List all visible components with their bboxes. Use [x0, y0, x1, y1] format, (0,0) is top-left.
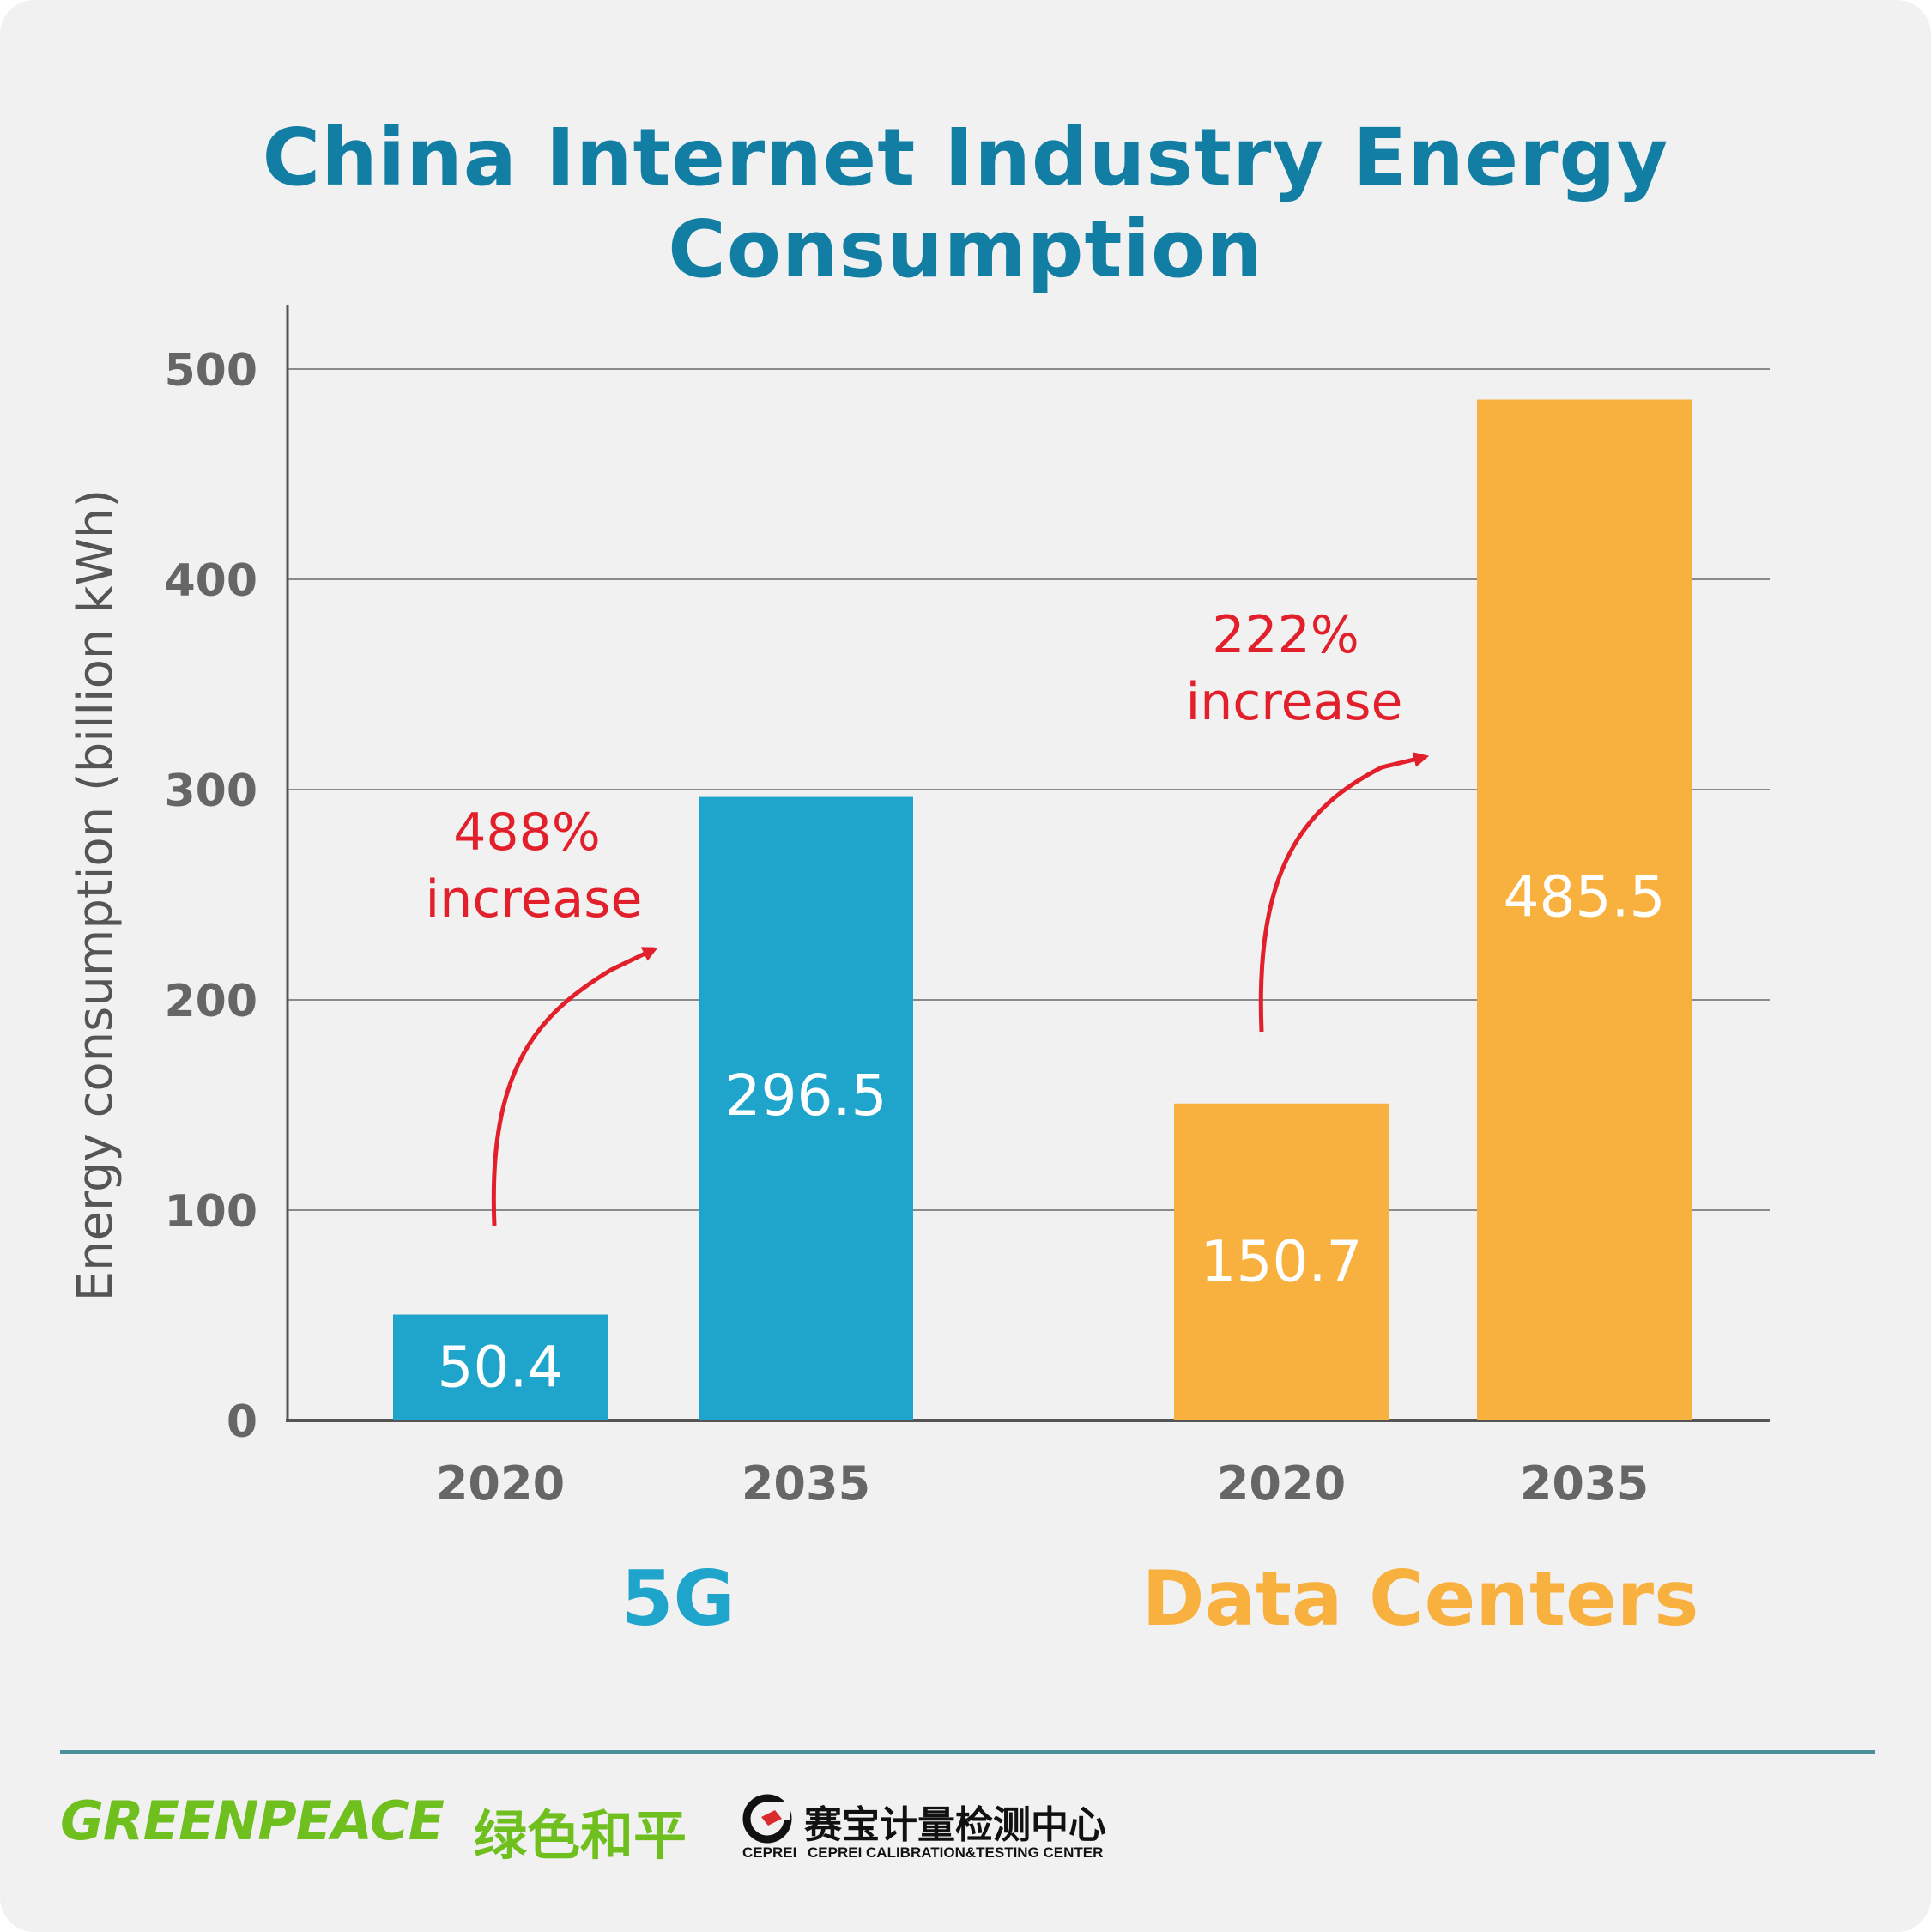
bar-value-label: 150.7: [1201, 1228, 1363, 1294]
annotation-label: increase: [426, 869, 643, 930]
annotation-percent: 222%: [1212, 605, 1359, 665]
annotation-label: increase: [1186, 672, 1403, 732]
annotation-percent: 488%: [453, 802, 601, 863]
x-tick-label: 2035: [1520, 1457, 1649, 1511]
greenpeace-logo-chinese: 绿色和平: [474, 1804, 687, 1867]
y-tick-label: 200: [164, 976, 257, 1027]
x-tick-label: 2020: [1217, 1457, 1346, 1511]
y-tick-label: 0: [227, 1396, 257, 1448]
bar-chart: 0 100 200 300 400 500 Energy consumption (bill…: [68, 305, 1770, 1643]
x-tick-label: 2035: [742, 1457, 870, 1511]
greenpeace-logo: GREENPEACE: [60, 1790, 445, 1852]
increase-arrow: [1258, 752, 1430, 1033]
ceprei-mark-icon: [742, 1794, 792, 1844]
x-tick-label: 2020: [436, 1457, 565, 1511]
y-tick-label: 300: [164, 766, 257, 817]
y-tick-label: 500: [164, 345, 257, 397]
increase-arrow: [491, 947, 658, 1226]
y-tick-label: 100: [164, 1186, 257, 1238]
bar-data-centers-2035: [1477, 399, 1692, 1420]
group-label-5g: 5G: [620, 1554, 735, 1643]
bar-5g-2035: [699, 796, 913, 1420]
group-label-data-centers: Data Centers: [1142, 1554, 1699, 1643]
bar-value-label: 296.5: [725, 1063, 887, 1129]
bar-5g-2020: [393, 1314, 608, 1420]
ceprei-abbreviation: CEPREI: [742, 1844, 797, 1861]
bar-value-label: 485.5: [1504, 863, 1666, 930]
ceprei-name-chinese: 赛宝计量检测中心: [804, 1803, 1106, 1847]
y-axis-title: Energy consumption (billion kWh): [68, 489, 124, 1302]
y-tick-label: 400: [164, 555, 257, 607]
bar-data-centers-2020: [1174, 1103, 1389, 1420]
chart-title: China Internet Industry Energy Consumpti…: [262, 112, 1669, 295]
footer-divider: [60, 1750, 1875, 1754]
ceprei-name-english: CEPREI CALIBRATION&TESTING CENTER: [808, 1844, 1104, 1861]
bar-value-label: 50.4: [438, 1334, 564, 1400]
